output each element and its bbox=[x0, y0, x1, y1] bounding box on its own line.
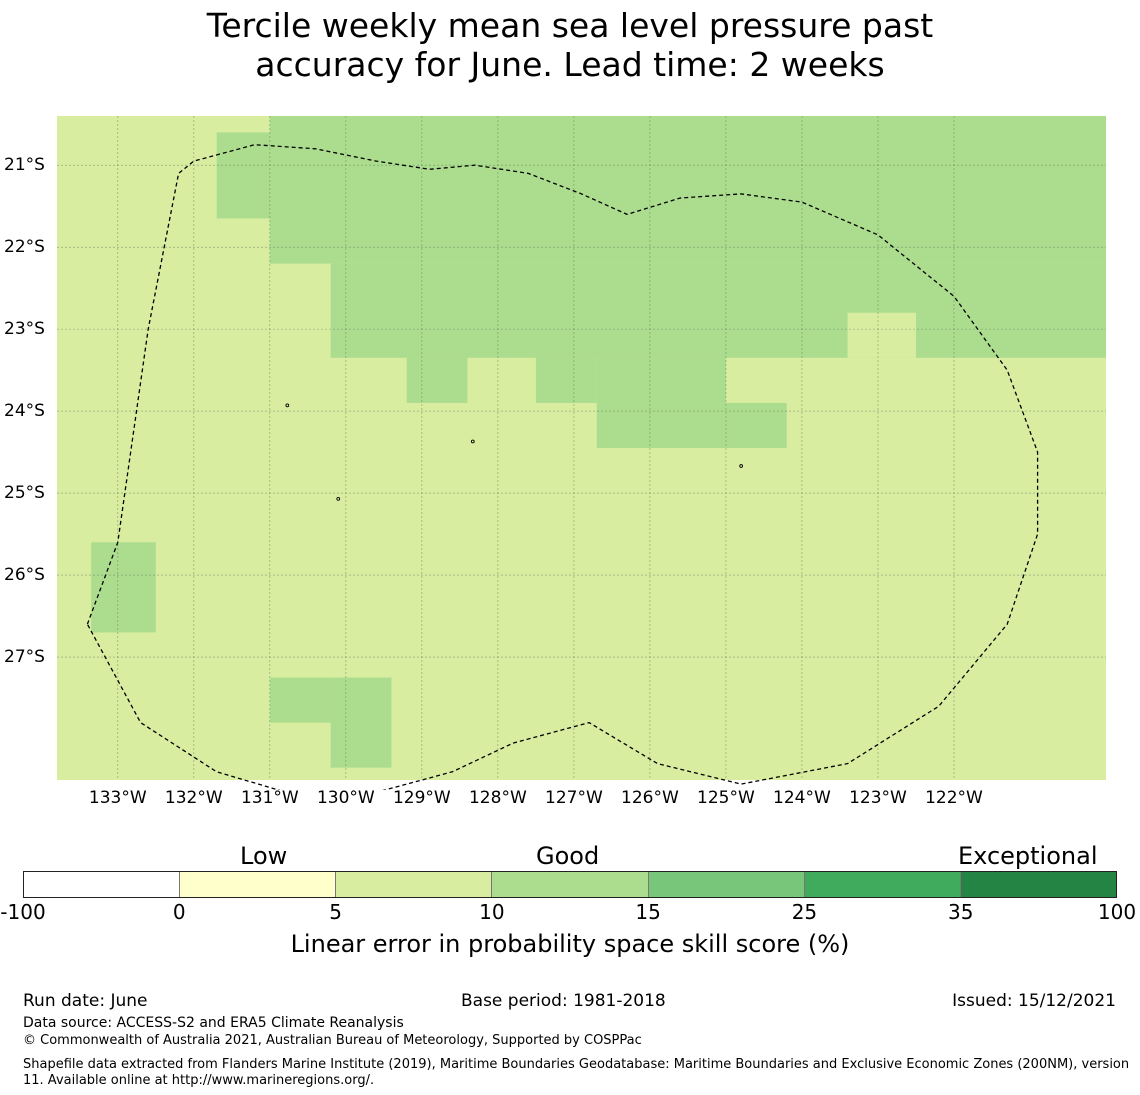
skill-cell-10-15 bbox=[330, 263, 1106, 358]
colorbar-tick-label: 100 bbox=[1097, 900, 1137, 924]
colorbar-tick-label: 10 bbox=[479, 900, 505, 924]
skill-cell-10-15 bbox=[269, 677, 331, 723]
skill-cell-10-15 bbox=[725, 402, 787, 448]
longitude-label: 122°W bbox=[925, 788, 983, 808]
latitude-label: 22°S bbox=[4, 237, 45, 258]
longitude-label: 124°W bbox=[773, 788, 831, 808]
legend-category-exceptional: Exceptional bbox=[958, 842, 1098, 870]
colorbar-segment bbox=[648, 872, 805, 897]
latitude-label: 25°S bbox=[4, 483, 45, 504]
data-source: Data source: ACCESS-S2 and ERA5 Climate … bbox=[23, 1015, 404, 1031]
skill-cell-10-15 bbox=[269, 116, 1106, 264]
latitude-label: 24°S bbox=[4, 401, 45, 422]
colorbar-tick-label: 35 bbox=[947, 900, 974, 924]
longitude-label: 128°W bbox=[468, 788, 527, 808]
colorbar-segment bbox=[804, 872, 961, 897]
skill-map bbox=[57, 116, 1106, 790]
latitude-label: 21°S bbox=[4, 155, 45, 176]
longitude-label: 131°W bbox=[240, 788, 299, 808]
skill-cell-10-15 bbox=[596, 357, 726, 448]
skill-cell-10-15 bbox=[406, 218, 468, 264]
colorbar-segment bbox=[492, 872, 649, 897]
longitude-label: 126°W bbox=[621, 788, 679, 808]
colorbar-segment bbox=[960, 872, 1116, 897]
island bbox=[470, 439, 475, 444]
colorbar-tick-label: -100 bbox=[0, 900, 46, 924]
longitude-label: 132°W bbox=[164, 788, 223, 808]
latitude-label: 26°S bbox=[4, 565, 45, 586]
title-line-1: Tercile weekly mean sea level pressure p… bbox=[206, 6, 934, 45]
legend-category-low: Low bbox=[240, 842, 288, 870]
island bbox=[739, 464, 743, 468]
colorbar-tick-label: 0 bbox=[172, 900, 186, 924]
skill-cell-5-10 bbox=[847, 312, 916, 358]
colorbar-tick-label: 25 bbox=[791, 900, 818, 924]
shapefile-credit: Shapefile data extracted from Flanders M… bbox=[23, 1057, 1130, 1088]
longitude-label: 133°W bbox=[88, 788, 147, 808]
run-date: Run date: June bbox=[23, 991, 148, 1011]
skill-cell-10-15 bbox=[535, 357, 597, 403]
skill-cell-10-15 bbox=[330, 677, 392, 768]
copyright: © Commonwealth of Australia 2021, Austra… bbox=[23, 1033, 642, 1048]
colorbar-tick-label: 5 bbox=[329, 900, 342, 924]
colorbar-label: Linear error in probability space skill … bbox=[290, 930, 850, 958]
island bbox=[336, 496, 341, 501]
latitude-label: 23°S bbox=[4, 319, 45, 340]
longitude-label: 130°W bbox=[316, 788, 375, 808]
base-period: Base period: 1981-2018 bbox=[461, 991, 666, 1011]
latitude-label: 27°S bbox=[4, 647, 45, 668]
chart-title: Tercile weekly mean sea level pressure p… bbox=[0, 6, 1140, 84]
colorbar-tick-label: 15 bbox=[635, 900, 661, 924]
longitude-label: 123°W bbox=[849, 788, 907, 808]
colorbar-segment bbox=[24, 872, 181, 897]
skill-cell-10-15 bbox=[91, 542, 156, 633]
longitude-label: 125°W bbox=[697, 788, 755, 808]
skill-cell-10-15 bbox=[216, 132, 270, 219]
skill-cell-10-15 bbox=[406, 357, 468, 403]
legend-category-good: Good bbox=[536, 842, 600, 870]
colorbar bbox=[23, 871, 1117, 898]
colorbar-segment bbox=[180, 872, 337, 897]
colorbar-segment bbox=[336, 872, 493, 897]
island bbox=[285, 403, 290, 408]
issued-date: Issued: 15/12/2021 bbox=[952, 991, 1116, 1011]
longitude-label: 129°W bbox=[392, 788, 451, 808]
title-line-2: accuracy for June. Lead time: 2 weeks bbox=[255, 45, 885, 84]
longitude-label: 127°W bbox=[545, 788, 603, 808]
eez-boundary bbox=[86, 144, 1039, 790]
